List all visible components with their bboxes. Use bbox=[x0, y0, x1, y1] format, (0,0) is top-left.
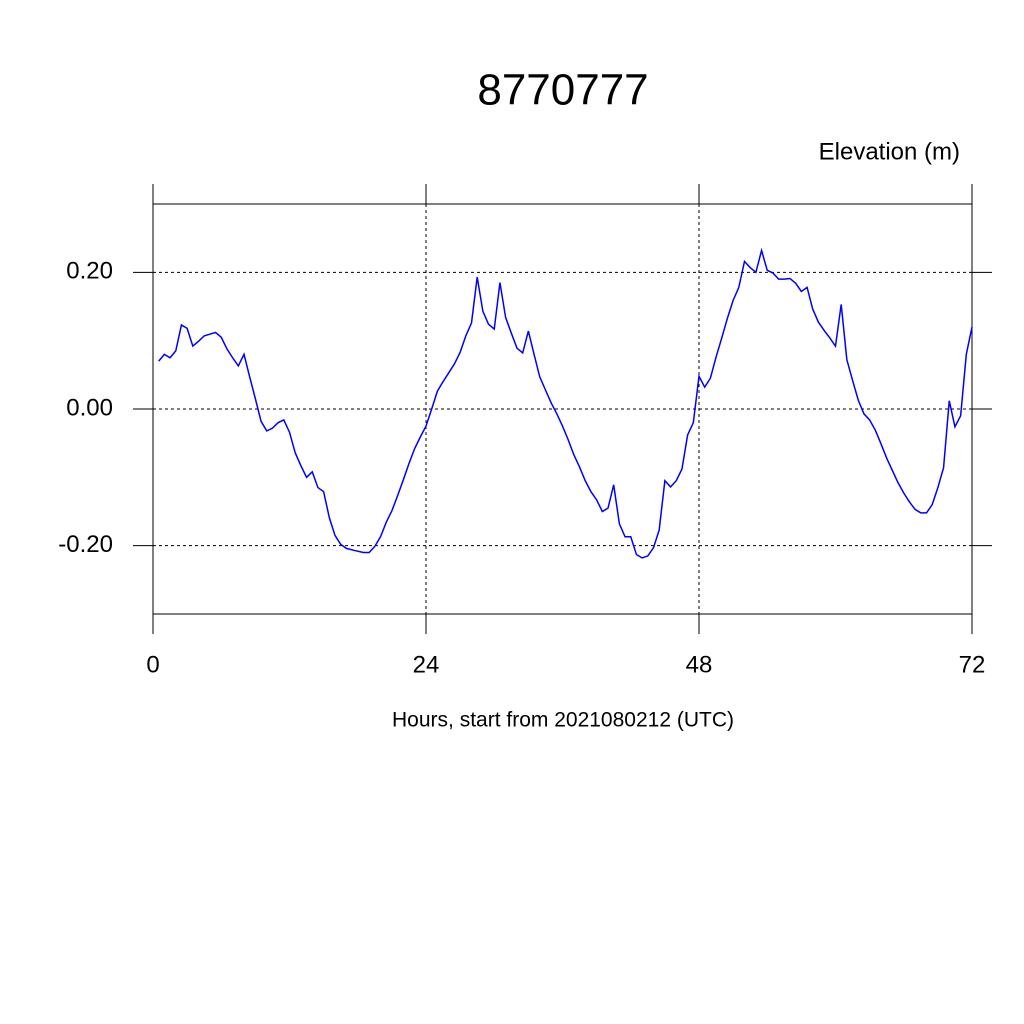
x-axis-label: Hours, start from 2021080212 (UTC) bbox=[392, 709, 734, 732]
x-tick-label: 72 bbox=[959, 651, 986, 678]
x-tick-label: 0 bbox=[146, 651, 159, 678]
y-tick-label: 0.00 bbox=[66, 394, 113, 421]
y-tick-label: 0.20 bbox=[66, 258, 113, 285]
data-line bbox=[158, 247, 973, 559]
y-tick-label: -0.20 bbox=[58, 531, 113, 558]
x-tick-label: 24 bbox=[413, 651, 440, 678]
chart-title: 8770777 bbox=[477, 66, 648, 115]
y-axis-label: Elevation (m) bbox=[819, 138, 960, 165]
x-tick-label: 48 bbox=[686, 651, 713, 678]
